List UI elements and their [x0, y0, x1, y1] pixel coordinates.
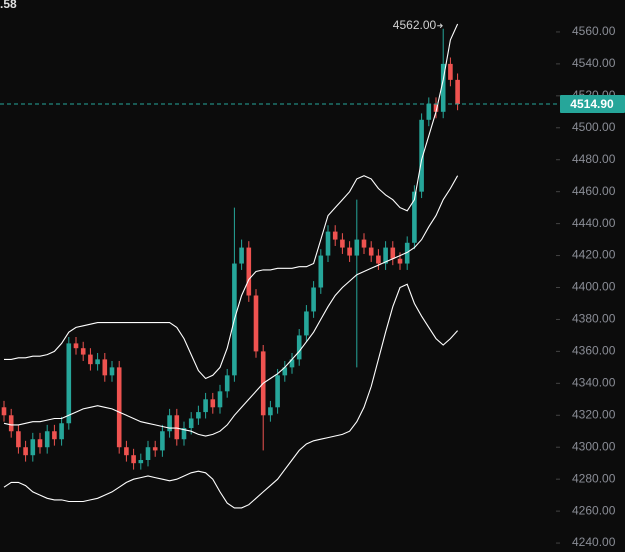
candle-body [354, 239, 360, 256]
candle-body [448, 63, 453, 80]
y-tick-label: 4360.00 [572, 344, 616, 358]
candle-body [390, 247, 396, 259]
last-price-label: 4514.90 [570, 97, 614, 111]
candle-body [1, 407, 7, 416]
candle-body [109, 367, 115, 376]
candle-body [116, 367, 122, 448]
candle-body [203, 399, 208, 413]
y-tick-label: 4400.00 [572, 280, 616, 294]
y-tick-label: 4560.00 [572, 24, 616, 38]
candle-body [275, 375, 280, 408]
candle-body [88, 354, 93, 365]
candle-body [152, 447, 158, 451]
candle-body [440, 63, 446, 112]
candle-body [239, 247, 244, 264]
candle-body [296, 335, 302, 360]
candle-body [8, 415, 14, 432]
y-tick-label: 4280.00 [572, 471, 616, 485]
candle-body [131, 455, 136, 464]
y-tick-label: 4320.00 [572, 407, 616, 421]
candle-body [196, 412, 201, 419]
candle-body [282, 367, 288, 376]
candle-body [318, 255, 324, 288]
candle-body [145, 447, 151, 460]
y-tick-label: 4460.00 [572, 184, 616, 198]
candle-body [268, 407, 273, 416]
candle-body [44, 431, 50, 448]
candle-body [37, 439, 43, 448]
candle-body [52, 431, 57, 440]
candle-body [174, 415, 180, 440]
candle-body [397, 258, 403, 264]
candle-body [304, 311, 309, 336]
candle-body [404, 242, 410, 264]
candle-body [138, 460, 144, 464]
candle-body [433, 103, 439, 112]
candle-body [332, 231, 338, 240]
candle-body [23, 447, 28, 456]
header-fragment: .58 [0, 0, 17, 11]
candle-body [217, 391, 223, 408]
y-tick-label: 4500.00 [572, 120, 616, 134]
band-lower [3, 283, 459, 509]
y-tick-label: 4540.00 [572, 56, 616, 70]
candle-body [181, 428, 187, 440]
candle-body [80, 348, 86, 355]
candle-body [66, 343, 72, 424]
candle-body [412, 191, 417, 243]
candle-body [16, 431, 21, 448]
candle-body [368, 247, 374, 256]
candle-body [73, 343, 79, 349]
band-upper [4, 23, 459, 380]
y-tick-label: 4440.00 [572, 216, 616, 230]
candle-body [383, 247, 388, 264]
candle-body [124, 447, 129, 456]
candle-body [253, 295, 259, 352]
candle-body [376, 255, 381, 264]
candle-body [340, 239, 345, 248]
high-arrow [437, 23, 443, 29]
candle-body [188, 418, 194, 429]
candle-body [419, 119, 424, 192]
candle-body [289, 359, 295, 368]
candle-body [224, 375, 230, 392]
candle-body [455, 79, 460, 104]
y-tick-label: 4240.00 [572, 535, 616, 549]
candle-body [361, 239, 367, 248]
candle-body [59, 423, 64, 440]
y-tick-label: 4480.00 [572, 152, 616, 166]
candle-body [311, 287, 316, 312]
y-tick-label: 4300.00 [572, 439, 616, 453]
y-tick-label: 4420.00 [572, 248, 616, 262]
candle-body [347, 247, 352, 256]
y-tick-label: 4340.00 [572, 376, 616, 390]
candle-body [325, 231, 331, 256]
candle-body [246, 247, 252, 296]
candle-body [102, 359, 108, 376]
candle-body [30, 439, 36, 456]
last-price-box [560, 94, 625, 113]
candle-body [167, 415, 172, 432]
candle-body [95, 359, 100, 365]
candle-body [160, 431, 165, 451]
y-tick-label: 4380.00 [572, 312, 616, 326]
y-tick-label: 4260.00 [572, 503, 616, 517]
high-label: 4562.00 [393, 18, 437, 32]
band-middle [3, 175, 459, 437]
candle-body [426, 103, 432, 120]
candle-body [210, 399, 216, 408]
